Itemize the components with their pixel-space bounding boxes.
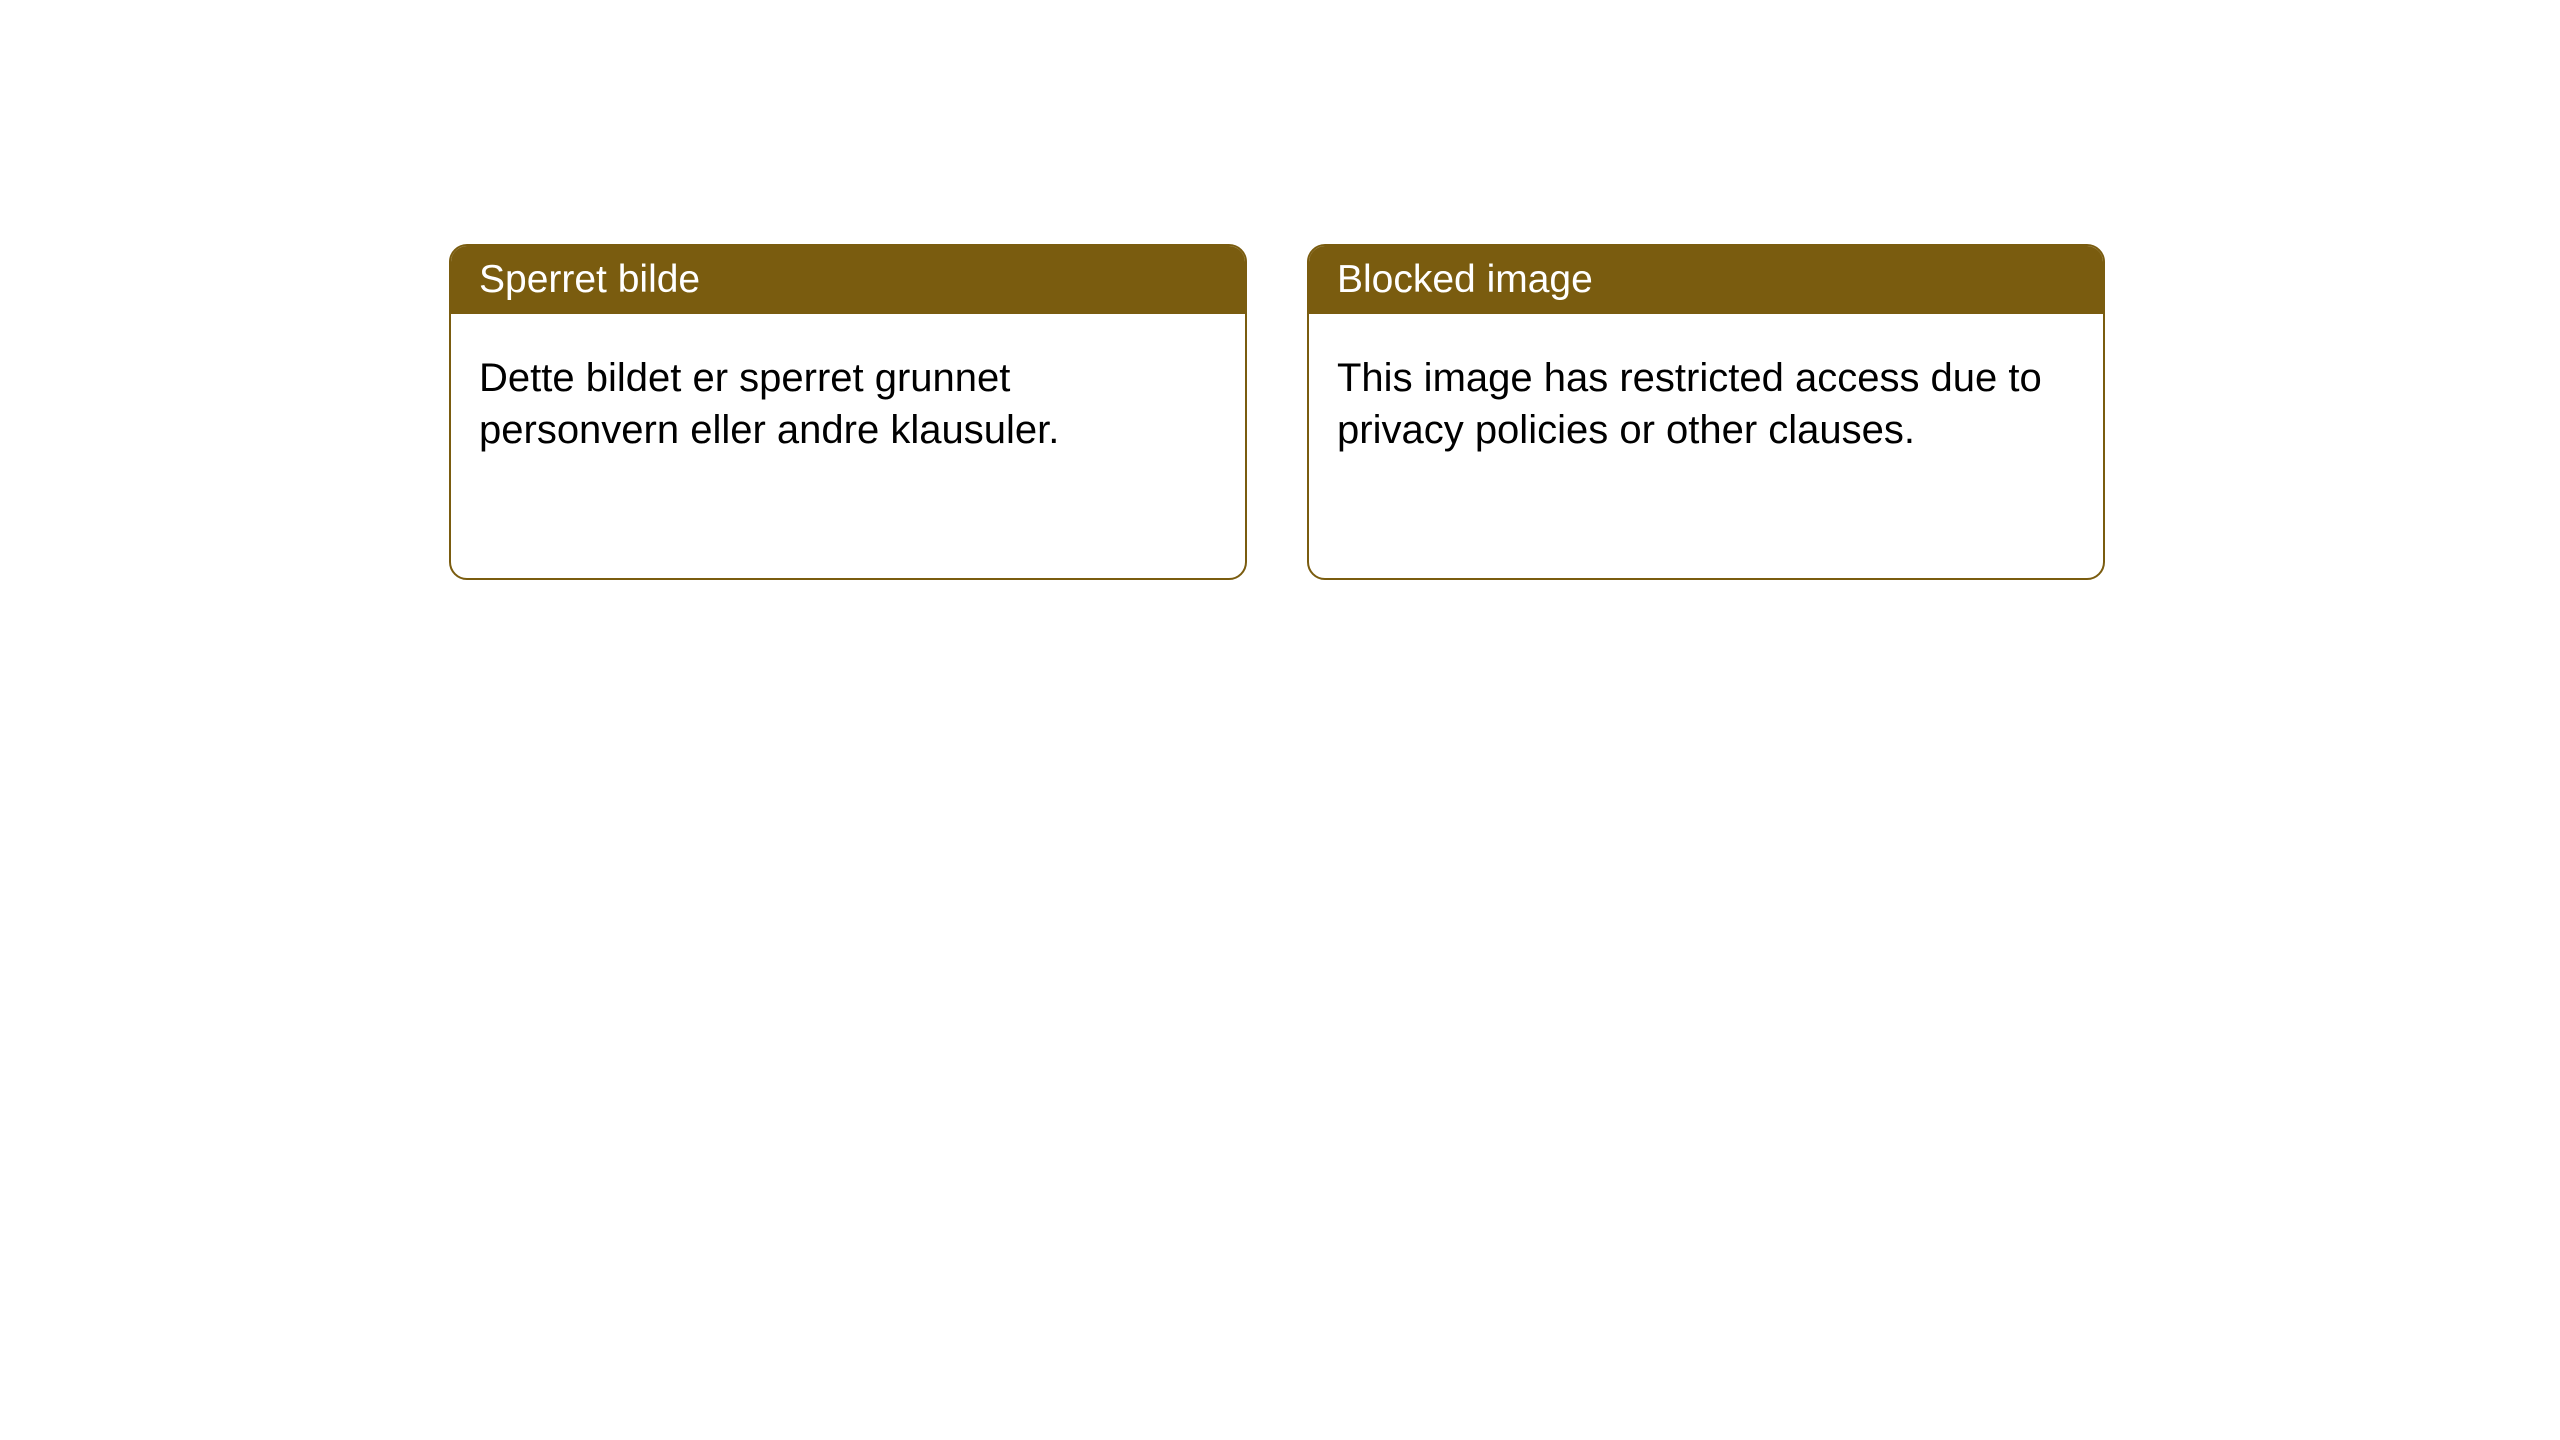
- card-message: Dette bildet er sperret grunnet personve…: [451, 314, 1245, 494]
- card-title: Sperret bilde: [451, 246, 1245, 314]
- blocked-image-card-norwegian: Sperret bilde Dette bildet er sperret gr…: [449, 244, 1247, 580]
- card-message: This image has restricted access due to …: [1309, 314, 2103, 494]
- card-title: Blocked image: [1309, 246, 2103, 314]
- blocked-image-card-english: Blocked image This image has restricted …: [1307, 244, 2105, 580]
- cards-container: Sperret bilde Dette bildet er sperret gr…: [449, 244, 2105, 580]
